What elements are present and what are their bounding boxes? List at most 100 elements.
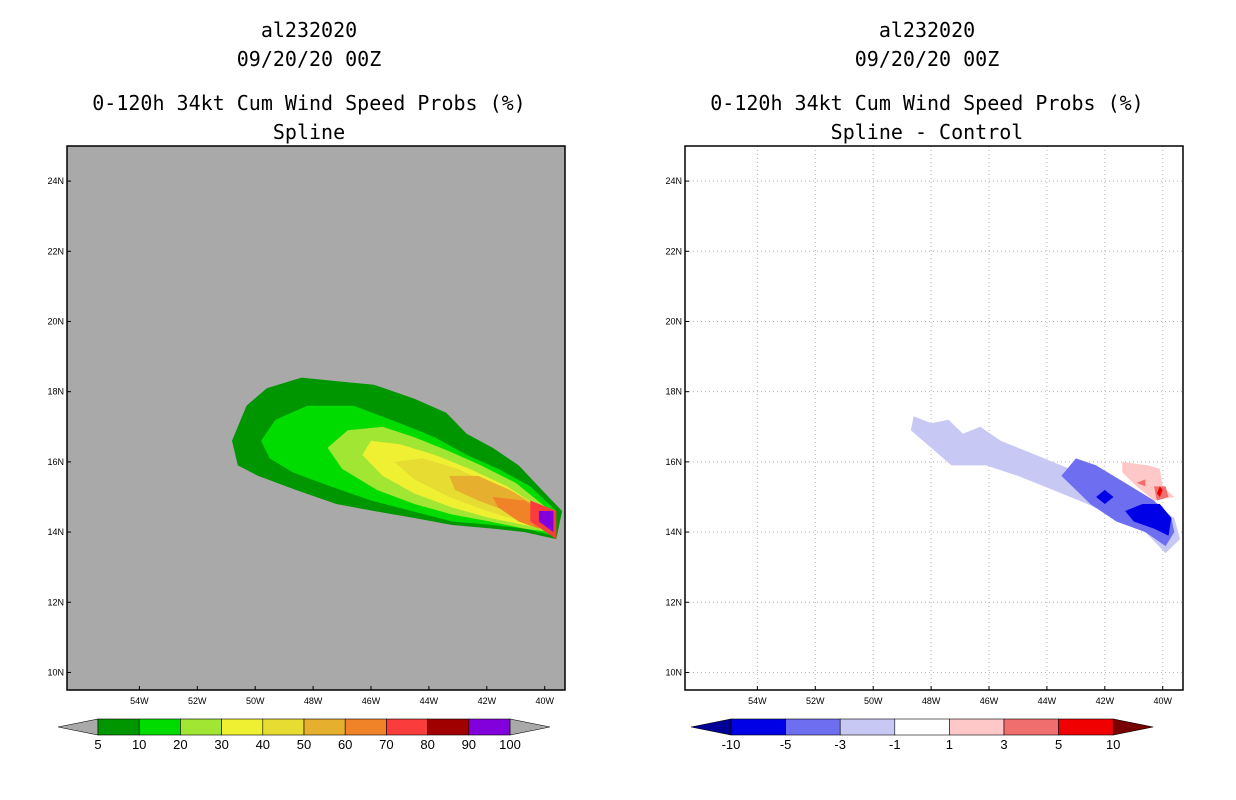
y-tick-label: 18N xyxy=(47,387,64,397)
colorbar-label: 20 xyxy=(173,737,187,752)
x-tick-label: 48W xyxy=(922,696,941,706)
x-tick-label: 44W xyxy=(420,696,439,706)
right-storm-id: al232020 xyxy=(878,18,976,42)
right-chart-subtitle: Spline - Control xyxy=(830,120,1024,144)
x-tick-label: 40W xyxy=(1153,696,1172,706)
y-tick-label: 22N xyxy=(47,246,64,256)
x-tick-label: 42W xyxy=(1096,696,1115,706)
x-tick-label: 50W xyxy=(864,696,883,706)
right-header: al232020 09/20/20 00Z xyxy=(618,16,1236,74)
colorbar-label: 70 xyxy=(379,737,393,752)
colorbar-swatch xyxy=(468,718,511,736)
plot-frame xyxy=(66,145,566,691)
colorbar-low-triangle xyxy=(57,718,99,736)
contour-fill-neg1 xyxy=(910,416,1181,554)
colorbar-label: 50 xyxy=(297,737,311,752)
colorbar-swatch xyxy=(730,718,786,736)
colorbar-high-triangle xyxy=(509,718,551,736)
y-tick-label: 24N xyxy=(665,176,682,186)
x-tick-label: 54W xyxy=(748,696,767,706)
colorbar-label: 60 xyxy=(338,737,352,752)
contour-fill-90 xyxy=(538,511,554,533)
contour-layer xyxy=(232,377,563,540)
colorbar-high-triangle xyxy=(1112,718,1154,736)
x-tick-label: 52W xyxy=(806,696,825,706)
y-tick-label: 22N xyxy=(665,246,682,256)
colorbar-swatch xyxy=(785,718,841,736)
x-tick-label: 40W xyxy=(535,696,554,706)
y-tick-label: 20N xyxy=(665,316,682,326)
colorbar-label: 5 xyxy=(94,737,101,752)
y-tick-label: 10N xyxy=(47,667,64,677)
contour-fill-neg5 xyxy=(1125,504,1172,536)
x-tick-label: 42W xyxy=(478,696,497,706)
colorbar-label: 90 xyxy=(462,737,476,752)
contour-fill-5 xyxy=(1156,486,1163,497)
colorbar-low-triangle xyxy=(690,718,732,736)
colorbar-label: 100 xyxy=(499,737,521,752)
left-chart-subtitle: Spline xyxy=(272,120,346,144)
x-tick-label: 50W xyxy=(246,696,265,706)
colorbar-label: -1 xyxy=(889,737,901,752)
x-tick-label: 46W xyxy=(362,696,381,706)
contour-fill-3 xyxy=(1136,479,1146,487)
colorbar-swatch xyxy=(1003,718,1059,736)
colorbar-swatch xyxy=(949,718,1005,736)
right-chart-title-block: 0-120h 34kt Cum Wind Speed Probs (%) Spl… xyxy=(618,89,1236,147)
colorbar: -10 -5 -3 -1 1 3 5 10 xyxy=(690,718,1154,752)
x-tick-label: 52W xyxy=(188,696,207,706)
plot-frame xyxy=(684,145,1184,691)
colorbar-swatch xyxy=(262,718,305,736)
y-tick-label: 16N xyxy=(665,457,682,467)
colorbar-label: 1 xyxy=(946,737,953,752)
colorbar-label: 30 xyxy=(214,737,228,752)
y-tick-label: 20N xyxy=(47,316,64,326)
left-header: al232020 09/20/20 00Z xyxy=(0,16,618,74)
right-datetime: 09/20/20 00Z xyxy=(854,47,1000,71)
y-tick-label: 24N xyxy=(47,176,64,186)
colorbar-swatch xyxy=(839,718,896,736)
contour-fill-3 xyxy=(1154,486,1169,501)
plot-background xyxy=(685,146,1183,690)
contour-fill-neg5 xyxy=(1096,489,1114,504)
y-tick-label: 16N xyxy=(47,457,64,467)
y-tick-label: 12N xyxy=(665,597,682,607)
x-tick-label: 48W xyxy=(304,696,323,706)
right-chart: 54W 52W 50W 48W 46W 44W 42W 40W 10N 12N 14N 16N 18N 2… xyxy=(665,145,1184,752)
x-tick-label: 54W xyxy=(130,696,149,706)
colorbar-label: 80 xyxy=(420,737,434,752)
colorbar-swatch xyxy=(303,718,346,736)
colorbar-label: 3 xyxy=(1000,737,1007,752)
colorbar-swatch xyxy=(97,718,140,736)
y-tick-label: 14N xyxy=(665,527,682,537)
left-panel: al232020 09/20/20 00Z 0-120h 34kt Cum Wi… xyxy=(0,16,618,752)
colorbar-swatch xyxy=(138,718,181,736)
right-panel: al232020 09/20/20 00Z 0-120h 34kt Cum Wi… xyxy=(618,0,1236,800)
colorbar-label: 40 xyxy=(256,737,270,752)
y-tick-label: 14N xyxy=(47,527,64,537)
colorbar-swatch xyxy=(386,718,428,736)
colorbar-label: 10 xyxy=(132,737,146,752)
colorbar-swatch xyxy=(180,718,222,736)
left-storm-id: al232020 xyxy=(260,18,358,42)
x-tick-label: 44W xyxy=(1038,696,1057,706)
colorbar-label: 10 xyxy=(1106,737,1120,752)
y-tick-label: 10N xyxy=(665,667,682,677)
left-chart: 54W 52W 50W 48W 46W 44W 42W 40W 10N 12N 14N 16N 18N 2… xyxy=(47,145,566,752)
colorbar-swatch xyxy=(221,718,264,736)
colorbar: 5 10 20 30 40 50 60 70 80 90 100 xyxy=(57,718,551,752)
colorbar-label: -5 xyxy=(780,737,792,752)
colorbar-swatch xyxy=(1058,718,1114,736)
contour-layer xyxy=(685,146,1183,690)
colorbar-swatch xyxy=(427,718,470,736)
right-chart-title: 0-120h 34kt Cum Wind Speed Probs (%) xyxy=(710,91,1144,115)
colorbar-swatch xyxy=(894,718,950,736)
y-tick-label: 18N xyxy=(665,387,682,397)
x-tick-label: 46W xyxy=(980,696,999,706)
left-chart-title-block: 0-120h 34kt Cum Wind Speed Probs (%) Spl… xyxy=(0,89,618,147)
left-datetime: 09/20/20 00Z xyxy=(236,47,382,71)
colorbar-label: -10 xyxy=(722,737,741,752)
colorbar-label: 5 xyxy=(1055,737,1062,752)
colorbar-label: -3 xyxy=(834,737,846,752)
left-chart-title: 0-120h 34kt Cum Wind Speed Probs (%) xyxy=(92,91,526,115)
